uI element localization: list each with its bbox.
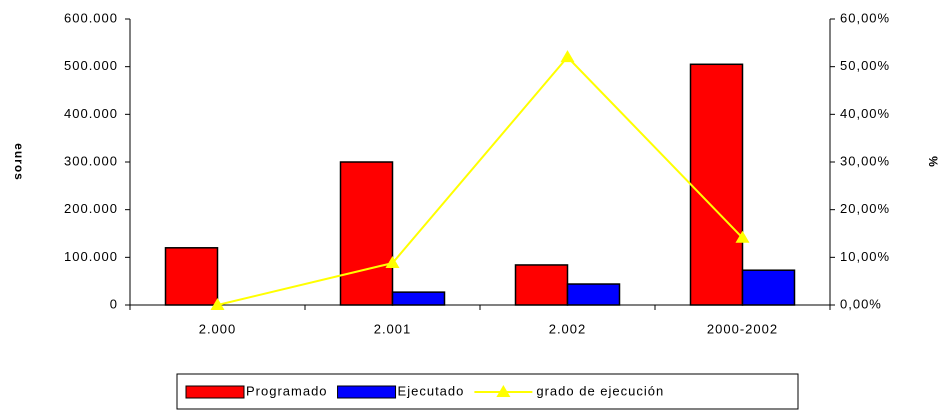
bar bbox=[339, 161, 394, 306]
y-tick-label: 300.000 bbox=[64, 153, 118, 168]
bar bbox=[164, 247, 219, 306]
legend-marker bbox=[496, 385, 511, 397]
bar bbox=[741, 269, 796, 306]
y2-tick-label: 40,00% bbox=[840, 106, 890, 121]
x-tick-label: 2000-2002 bbox=[707, 321, 778, 336]
bar bbox=[566, 283, 621, 306]
line bbox=[217, 55, 744, 306]
x-tick-label: 2.000 bbox=[199, 321, 237, 336]
legend-label: grado de ejecución bbox=[536, 383, 664, 398]
y2-tick-label: 60,00% bbox=[840, 10, 890, 25]
legend-label: Programado bbox=[246, 383, 328, 398]
y2-tick-label: 20,00% bbox=[840, 201, 890, 216]
line-marker bbox=[735, 230, 750, 243]
y2-tick-label: 10,00% bbox=[840, 249, 890, 264]
y-tick-label: 500.000 bbox=[64, 58, 118, 73]
y-tick-label: 400.000 bbox=[64, 106, 118, 121]
line-marker bbox=[385, 256, 400, 269]
x-tick-label: 2.001 bbox=[374, 321, 412, 336]
bar bbox=[514, 264, 569, 306]
y2-tick-label: 0,00% bbox=[840, 296, 882, 311]
legend-label: Ejecutado bbox=[398, 383, 465, 398]
legend-swatch bbox=[185, 385, 245, 399]
bar bbox=[689, 63, 744, 306]
y-axis-title: euros bbox=[12, 143, 26, 181]
x-tick-label: 2.002 bbox=[549, 321, 587, 336]
y-tick-label: 0 bbox=[110, 296, 118, 311]
bar bbox=[391, 291, 446, 306]
y2-tick-label: 30,00% bbox=[840, 153, 890, 168]
y-tick-label: 100.000 bbox=[64, 249, 118, 264]
y2-tick-label: 50,00% bbox=[840, 58, 890, 73]
line-marker bbox=[210, 298, 225, 310]
y-tick-label: 600.000 bbox=[64, 10, 118, 25]
line-marker bbox=[560, 50, 575, 63]
y2-axis-title: % bbox=[926, 156, 940, 168]
y-tick-label: 200.000 bbox=[64, 201, 118, 216]
legend-swatch bbox=[337, 385, 397, 399]
